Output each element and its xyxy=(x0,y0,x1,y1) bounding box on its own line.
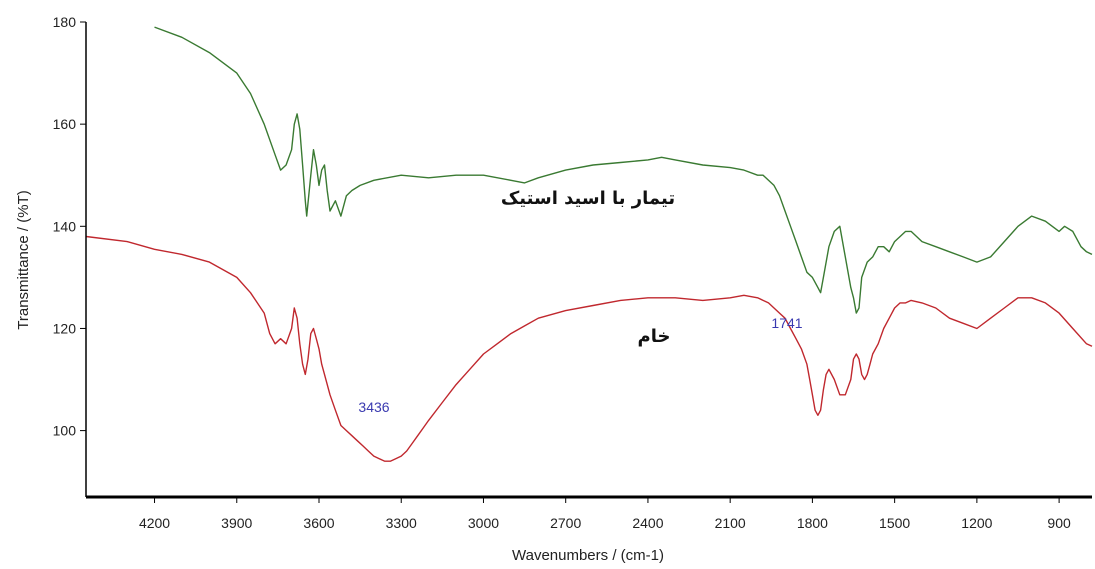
y-tick-label: 100 xyxy=(53,423,77,439)
x-tick-label: 4200 xyxy=(139,515,170,531)
series-line-2 xyxy=(85,235,1093,462)
plot-area xyxy=(86,22,1092,497)
x-tick-label: 3900 xyxy=(221,515,252,531)
peak-label-3436: 3436 xyxy=(358,399,389,415)
x-tick-label: 2100 xyxy=(715,515,746,531)
x-tick-label: 900 xyxy=(1047,515,1071,531)
x-tick-label: 1800 xyxy=(797,515,828,531)
x-tick-label: 2400 xyxy=(632,515,663,531)
series-layer xyxy=(85,26,1093,462)
peak-label-1741: 1741 xyxy=(771,315,802,331)
series-label-raw: خام xyxy=(638,326,671,347)
x-tick-label: 3000 xyxy=(468,515,499,531)
y-axis-title: Transmittance / (%T) xyxy=(15,190,32,329)
x-tick-label: 3300 xyxy=(386,515,417,531)
y-tick-label: 140 xyxy=(53,218,77,234)
ticks-layer: 4200 3900 3600 3300 3000 2700 2400 2100 1800 1500… xyxy=(53,14,1071,531)
x-tick-label: 2700 xyxy=(550,515,581,531)
y-tick-label: 120 xyxy=(53,320,77,336)
x-tick-label: 3600 xyxy=(303,515,334,531)
series-line-1 xyxy=(154,26,1093,314)
y-tick-label: 160 xyxy=(53,116,77,132)
x-axis-title: Wavenumbers / (cm-1) xyxy=(512,547,664,564)
x-tick-label: 1500 xyxy=(879,515,910,531)
x-tick-label: 1200 xyxy=(961,515,992,531)
series-label-acid-treated: تیمار با اسید استیک xyxy=(501,188,675,209)
y-tick-label: 180 xyxy=(53,14,77,30)
